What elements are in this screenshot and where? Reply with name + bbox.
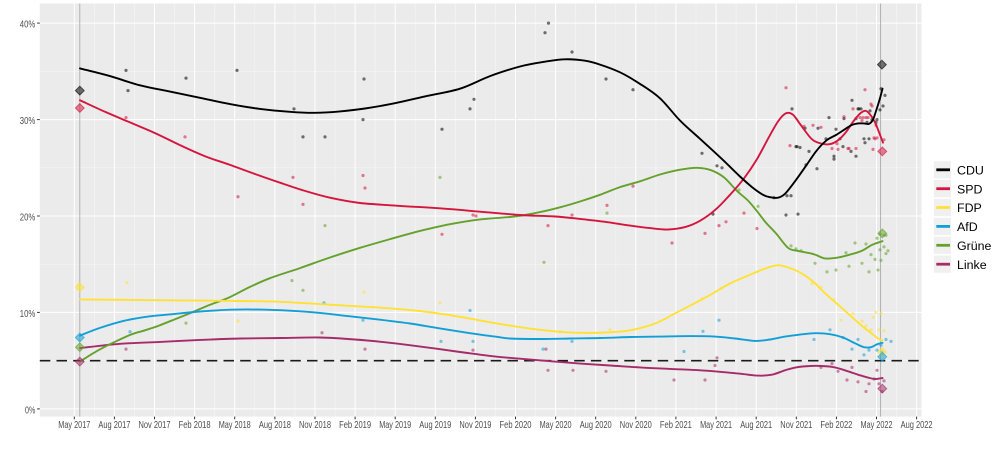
svg-text:Nov 2021: Nov 2021 [780, 420, 812, 431]
svg-text:Nov 2017: Nov 2017 [139, 420, 171, 431]
svg-text:Feb 2020: Feb 2020 [500, 420, 532, 431]
svg-text:Aug 2020: Aug 2020 [580, 420, 612, 431]
svg-text:SPD: SPD [957, 182, 983, 196]
svg-text:10%: 10% [20, 309, 36, 320]
svg-text:Feb 2018: Feb 2018 [179, 420, 211, 431]
svg-text:May 2018: May 2018 [219, 420, 251, 431]
svg-text:FDP: FDP [957, 201, 982, 215]
svg-text:CDU: CDU [957, 163, 984, 177]
svg-text:May 2017: May 2017 [58, 420, 90, 431]
svg-text:Nov 2019: Nov 2019 [459, 420, 491, 431]
svg-text:May 2019: May 2019 [379, 420, 411, 431]
svg-text:Aug 2018: Aug 2018 [259, 420, 291, 431]
svg-text:0%: 0% [25, 405, 36, 416]
svg-text:Feb 2019: Feb 2019 [339, 420, 371, 431]
svg-text:Aug 2017: Aug 2017 [98, 420, 130, 431]
svg-text:AfD: AfD [957, 220, 978, 234]
svg-text:Aug 2022: Aug 2022 [901, 420, 933, 431]
svg-text:Feb 2022: Feb 2022 [820, 420, 852, 431]
svg-text:Aug 2019: Aug 2019 [419, 420, 451, 431]
svg-text:Aug 2021: Aug 2021 [740, 420, 772, 431]
svg-text:20%: 20% [20, 212, 36, 223]
svg-text:Nov 2020: Nov 2020 [620, 420, 652, 431]
svg-text:40%: 40% [20, 20, 36, 31]
svg-text:May 2020: May 2020 [540, 420, 572, 431]
svg-text:Grüne: Grüne [957, 239, 992, 253]
svg-text:May 2022: May 2022 [861, 420, 893, 431]
svg-text:May 2021: May 2021 [700, 420, 732, 431]
svg-text:30%: 30% [20, 116, 36, 127]
svg-text:Nov 2018: Nov 2018 [299, 420, 331, 431]
svg-text:Linke: Linke [957, 258, 987, 272]
svg-text:Feb 2021: Feb 2021 [660, 420, 692, 431]
